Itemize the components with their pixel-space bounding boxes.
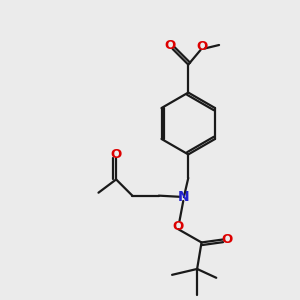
Text: O: O [196, 40, 208, 53]
Text: O: O [165, 39, 176, 52]
Text: O: O [221, 233, 233, 246]
Text: O: O [110, 148, 122, 161]
Text: O: O [172, 220, 184, 233]
Text: N: N [178, 190, 190, 204]
